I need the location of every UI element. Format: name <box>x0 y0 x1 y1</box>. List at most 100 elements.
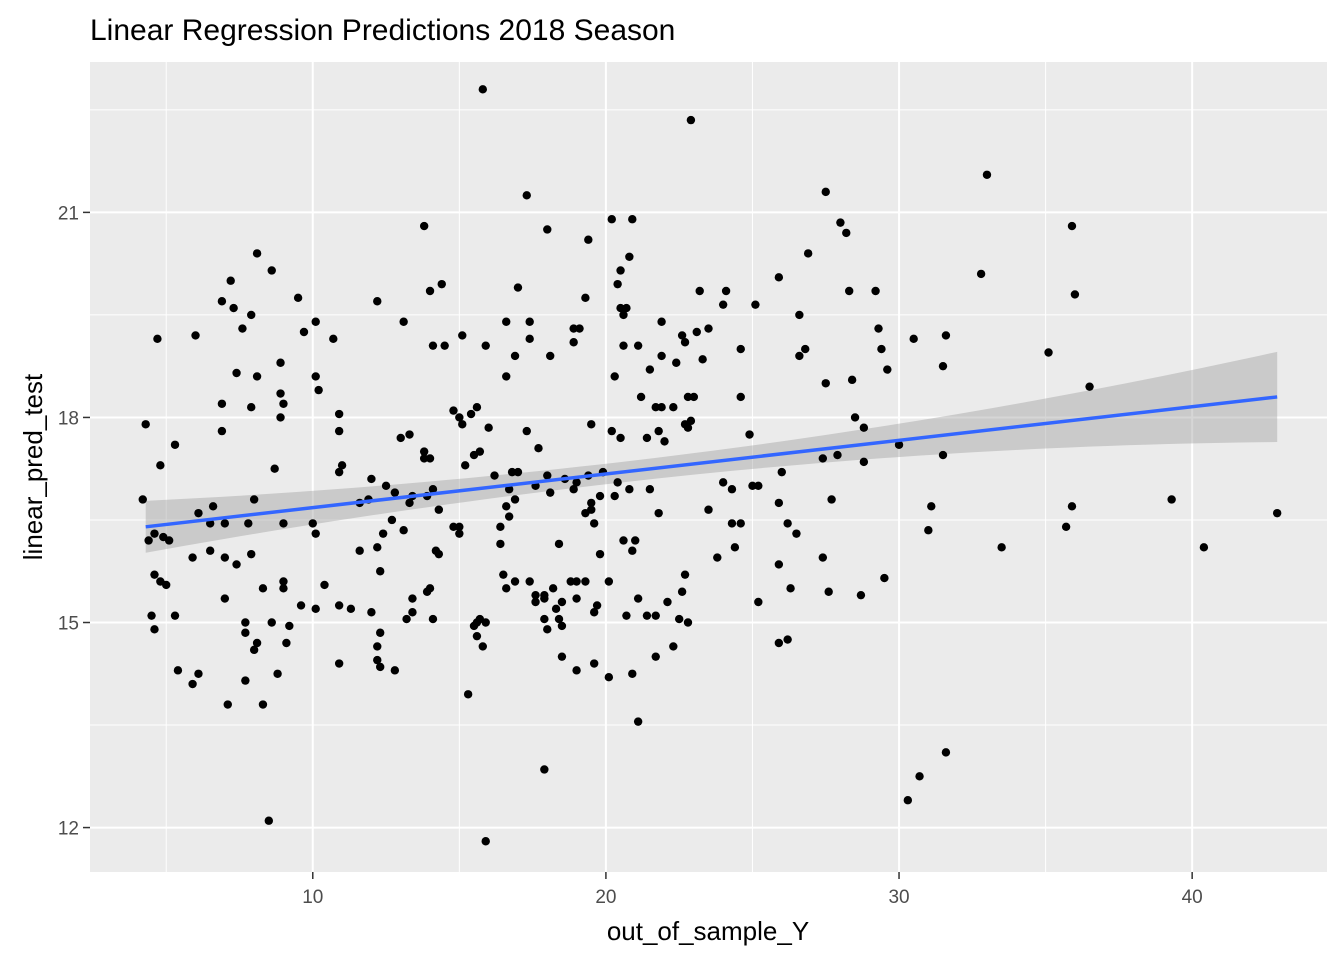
data-point <box>704 324 713 333</box>
data-point <box>440 341 449 350</box>
data-point <box>329 334 338 344</box>
data-point <box>856 590 866 600</box>
data-point <box>188 679 197 689</box>
data-point <box>1067 221 1077 231</box>
data-point <box>311 317 320 326</box>
data-point <box>736 392 745 402</box>
data-point <box>258 584 268 593</box>
data-point <box>845 286 854 296</box>
data-point <box>510 351 520 361</box>
data-point <box>419 221 429 231</box>
data-point <box>803 249 813 258</box>
data-point <box>1085 382 1094 391</box>
data-point <box>554 539 564 549</box>
data-point <box>499 570 508 579</box>
data-point <box>847 375 857 385</box>
data-point <box>208 502 218 511</box>
data-point <box>141 420 150 429</box>
data-point <box>478 85 487 94</box>
data-point <box>507 467 517 477</box>
data-point <box>836 218 845 227</box>
data-point <box>871 286 880 296</box>
data-point <box>502 372 511 381</box>
data-point <box>502 502 511 511</box>
data-point <box>821 187 830 197</box>
data-point <box>616 266 625 275</box>
data-point <box>144 536 153 545</box>
data-point <box>252 638 262 648</box>
data-points-layer <box>138 85 1282 846</box>
data-point <box>569 338 578 347</box>
data-point <box>299 327 309 337</box>
data-point <box>513 467 523 477</box>
data-point <box>795 351 804 361</box>
data-point <box>783 519 792 528</box>
data-point <box>818 454 828 463</box>
data-point <box>613 279 622 289</box>
data-point <box>616 433 625 443</box>
data-point <box>376 628 385 637</box>
data-point <box>792 529 801 538</box>
plot-panel <box>90 62 1327 872</box>
data-point <box>628 669 637 678</box>
data-point <box>534 444 543 453</box>
data-point <box>651 611 660 620</box>
confidence-band <box>145 351 1278 553</box>
data-point <box>540 614 549 624</box>
data-point <box>982 170 992 179</box>
data-point <box>554 614 564 624</box>
data-point <box>824 587 833 596</box>
data-point <box>502 317 511 326</box>
data-point <box>821 379 830 388</box>
data-point <box>170 440 180 449</box>
data-point <box>156 461 165 470</box>
data-point <box>581 293 590 303</box>
data-point <box>434 505 444 514</box>
data-point <box>150 570 159 579</box>
data-point <box>619 341 628 350</box>
data-point <box>713 553 722 562</box>
data-point <box>502 584 511 593</box>
y-tick-label: 21 <box>58 203 79 224</box>
data-point <box>616 303 625 313</box>
data-point <box>346 604 356 614</box>
data-point <box>642 433 652 443</box>
data-point <box>625 252 634 262</box>
y-tick-label: 15 <box>58 614 79 635</box>
data-point <box>569 324 578 333</box>
data-point <box>859 423 869 432</box>
data-point <box>589 519 599 528</box>
data-point <box>399 317 408 326</box>
data-point <box>727 485 737 494</box>
data-point <box>373 642 382 651</box>
data-point <box>721 286 731 296</box>
data-point <box>525 334 534 344</box>
data-point <box>455 522 464 532</box>
data-point <box>941 748 951 757</box>
y-tick-label: 18 <box>58 408 79 429</box>
data-point <box>883 365 892 374</box>
data-point <box>595 549 605 559</box>
data-point <box>663 597 672 607</box>
data-point <box>645 485 655 494</box>
data-point <box>373 655 382 665</box>
data-point <box>751 300 760 309</box>
data-point <box>296 601 306 610</box>
data-point <box>677 587 687 596</box>
data-point <box>458 420 467 429</box>
data-point <box>718 300 728 309</box>
data-point <box>334 409 344 419</box>
data-point <box>546 488 555 497</box>
data-point <box>894 440 904 449</box>
data-point <box>387 515 397 525</box>
data-point <box>194 669 203 678</box>
data-point <box>748 481 757 490</box>
data-point <box>367 608 376 617</box>
data-point <box>285 621 294 631</box>
y-axis: 12 15 18 21 <box>58 203 90 840</box>
major-gridlines <box>90 62 1327 872</box>
data-point <box>188 553 197 562</box>
data-point <box>543 225 552 234</box>
data-point <box>718 478 728 487</box>
